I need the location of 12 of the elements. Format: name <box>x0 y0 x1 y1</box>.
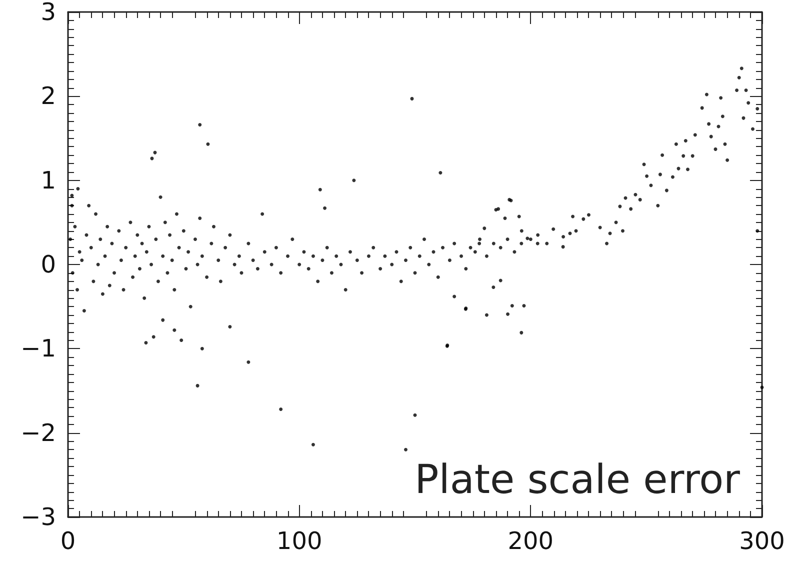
x-tick-label: 300 <box>739 527 785 555</box>
y-tick-label: 3 <box>40 0 56 26</box>
x-tick-label: 100 <box>276 527 322 555</box>
x-tick-label: 200 <box>508 527 554 555</box>
y-tick-label: 0 <box>40 250 56 278</box>
y-tick-label: 2 <box>40 82 56 110</box>
annotation: Plate scale error <box>414 457 741 503</box>
y-tick-label: 1 <box>40 166 56 194</box>
y-tick-label: −3 <box>20 503 56 531</box>
x-tick-label: 0 <box>60 527 76 555</box>
y-tick-label: −1 <box>20 334 56 363</box>
y-tick-label: −2 <box>20 418 56 447</box>
